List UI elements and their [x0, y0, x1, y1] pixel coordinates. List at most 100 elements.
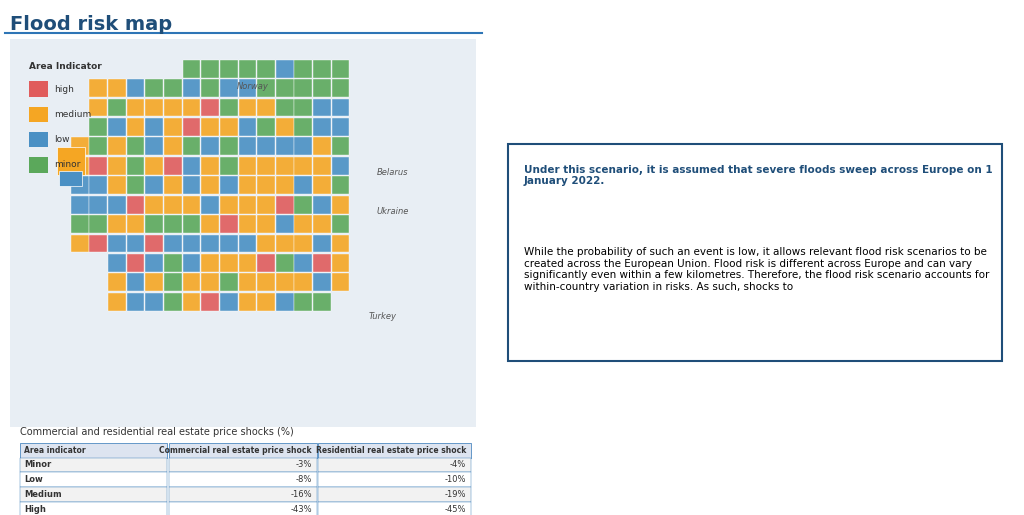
FancyBboxPatch shape	[169, 443, 316, 457]
Bar	[145, 293, 163, 311]
Bar	[202, 60, 219, 77]
Bar	[313, 235, 331, 252]
Bar	[202, 254, 219, 272]
Bar	[127, 273, 144, 291]
FancyBboxPatch shape	[19, 472, 167, 487]
Bar	[239, 60, 256, 77]
Bar	[29, 132, 47, 147]
Bar	[257, 254, 274, 272]
FancyBboxPatch shape	[19, 502, 167, 515]
Bar	[220, 196, 238, 214]
Text: Commercial real estate price shock: Commercial real estate price shock	[160, 445, 312, 455]
Bar	[313, 60, 331, 77]
Bar	[295, 98, 312, 116]
Bar	[332, 254, 349, 272]
Bar	[89, 79, 108, 97]
Bar	[89, 138, 108, 156]
FancyBboxPatch shape	[318, 443, 471, 457]
FancyBboxPatch shape	[508, 144, 1002, 360]
Bar	[109, 98, 126, 116]
Bar	[313, 254, 331, 272]
Text: -3%: -3%	[296, 460, 312, 470]
Bar	[57, 147, 85, 175]
FancyBboxPatch shape	[318, 487, 471, 502]
Text: -10%: -10%	[444, 475, 466, 484]
Bar	[295, 176, 312, 194]
Bar	[313, 176, 331, 194]
Bar	[202, 79, 219, 97]
Bar	[145, 196, 163, 214]
Bar	[145, 118, 163, 136]
Bar	[313, 98, 331, 116]
Bar	[29, 81, 47, 97]
Bar	[332, 215, 349, 233]
Bar	[239, 79, 256, 97]
Bar	[295, 157, 312, 175]
Bar	[275, 98, 294, 116]
Bar	[275, 273, 294, 291]
Text: medium: medium	[54, 110, 92, 119]
Bar	[275, 138, 294, 156]
Bar	[257, 293, 274, 311]
Bar	[145, 215, 163, 233]
Bar	[29, 107, 47, 122]
Bar	[71, 196, 88, 214]
Bar	[29, 157, 47, 173]
Bar	[313, 79, 331, 97]
Bar	[164, 138, 181, 156]
Bar	[275, 118, 294, 136]
Bar	[295, 79, 312, 97]
Bar	[257, 118, 274, 136]
Bar	[182, 98, 201, 116]
Bar	[332, 157, 349, 175]
Bar	[239, 215, 256, 233]
Bar	[164, 98, 181, 116]
Bar	[109, 79, 126, 97]
Bar	[182, 196, 201, 214]
Text: low: low	[54, 135, 70, 144]
Bar	[220, 60, 238, 77]
Bar	[127, 215, 144, 233]
Bar	[239, 235, 256, 252]
Bar	[239, 273, 256, 291]
Bar	[202, 196, 219, 214]
Bar	[89, 98, 108, 116]
Bar	[164, 196, 181, 214]
Bar	[313, 293, 331, 311]
Bar	[164, 254, 181, 272]
Bar	[313, 157, 331, 175]
Text: While the probability of such an event is low, it allows relevant flood risk sce: While the probability of such an event i…	[524, 247, 989, 292]
Bar	[295, 293, 312, 311]
Bar	[127, 176, 144, 194]
FancyBboxPatch shape	[169, 472, 316, 487]
Bar	[295, 196, 312, 214]
Bar	[145, 254, 163, 272]
Text: Norway: Norway	[237, 82, 268, 91]
Text: Medium: Medium	[25, 490, 61, 499]
FancyBboxPatch shape	[19, 487, 167, 502]
Text: Minor: Minor	[25, 460, 51, 470]
Bar	[182, 254, 201, 272]
Bar	[220, 118, 238, 136]
Bar	[239, 98, 256, 116]
Bar	[220, 254, 238, 272]
Bar	[313, 273, 331, 291]
Text: -43%: -43%	[291, 505, 312, 514]
Bar	[182, 235, 201, 252]
Bar	[164, 79, 181, 97]
Bar	[109, 138, 126, 156]
Bar	[313, 138, 331, 156]
Bar	[220, 215, 238, 233]
Text: High: High	[25, 505, 46, 514]
Bar	[145, 98, 163, 116]
Bar	[164, 157, 181, 175]
Bar	[220, 79, 238, 97]
Bar	[71, 235, 88, 252]
Text: minor: minor	[54, 161, 81, 169]
FancyBboxPatch shape	[169, 457, 316, 472]
Bar	[182, 293, 201, 311]
Bar	[220, 235, 238, 252]
Bar	[109, 176, 126, 194]
Bar	[109, 293, 126, 311]
Bar	[239, 138, 256, 156]
